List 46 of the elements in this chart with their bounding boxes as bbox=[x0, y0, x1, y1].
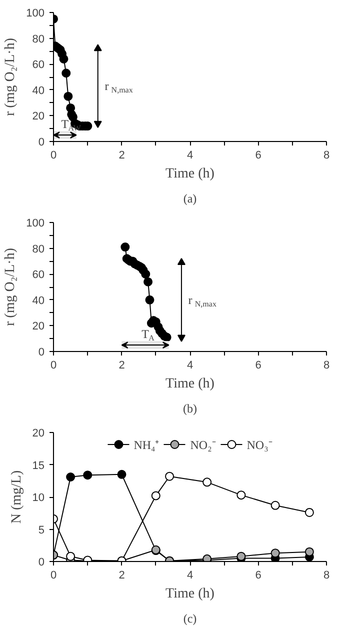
y-axis-title: r (mg O₂/L·h) bbox=[3, 38, 18, 116]
y-tick-label: 40 bbox=[32, 294, 45, 307]
legend-label: NO₂⁻ bbox=[190, 436, 216, 452]
y-tick-label: 60 bbox=[32, 269, 45, 282]
series-label: rN,max bbox=[104, 79, 133, 95]
x-tick-label: 8 bbox=[323, 570, 330, 582]
x-tick-label: 0 bbox=[50, 150, 57, 162]
x-tick-label: 6 bbox=[255, 360, 262, 372]
y-tick-label: 20 bbox=[32, 428, 45, 440]
y-tick-label: 100 bbox=[26, 8, 45, 20]
y-tick-label: 5 bbox=[38, 524, 45, 536]
x-tick-label: 2 bbox=[118, 150, 125, 162]
text: (a) bbox=[183, 192, 197, 206]
y-axis-title: N (mg/L) bbox=[9, 470, 24, 524]
y-tick-label: 0 bbox=[38, 556, 45, 568]
x-axis-title: Time (h) bbox=[166, 166, 215, 182]
x-axis-title: Time (h) bbox=[166, 376, 215, 392]
legend-label: NO₃⁻ bbox=[246, 436, 272, 452]
y-tick-label: 40 bbox=[32, 84, 45, 97]
y-tick-label: 0 bbox=[38, 136, 45, 148]
x-tick-label: 2 bbox=[118, 360, 125, 372]
text: (b) bbox=[183, 402, 198, 416]
y-axis-title: r (mg O₂/L·h) bbox=[3, 248, 18, 326]
x-tick-label: 4 bbox=[186, 570, 194, 582]
y-tick-label: 20 bbox=[32, 110, 45, 123]
x-tick-label: 4 bbox=[186, 360, 194, 372]
x-tick-label: 6 bbox=[255, 150, 262, 162]
legend-label: NH₄⁺ bbox=[134, 436, 160, 452]
y-tick-label: 80 bbox=[32, 33, 45, 46]
x-tick-label: 2 bbox=[118, 570, 125, 582]
x-tick-label: 0 bbox=[50, 570, 57, 582]
y-tick-label: 0 bbox=[38, 346, 45, 358]
y-tick-label: 10 bbox=[32, 492, 45, 504]
x-tick-label: 6 bbox=[255, 570, 262, 582]
x-tick-label: 4 bbox=[186, 150, 194, 162]
y-tick-label: 20 bbox=[32, 320, 45, 333]
x-tick-label: 8 bbox=[323, 360, 330, 372]
x-tick-label: 8 bbox=[323, 150, 330, 162]
y-tick-label: 100 bbox=[26, 218, 45, 230]
series-label: rN,max bbox=[188, 292, 216, 308]
y-tick-label: 80 bbox=[32, 243, 45, 256]
y-tick-label: 15 bbox=[32, 460, 45, 472]
text: (c) bbox=[183, 612, 197, 626]
y-tick-label: 60 bbox=[32, 59, 45, 72]
x-axis-title: Time (h) bbox=[166, 586, 215, 602]
x-tick-label: 0 bbox=[50, 360, 57, 372]
